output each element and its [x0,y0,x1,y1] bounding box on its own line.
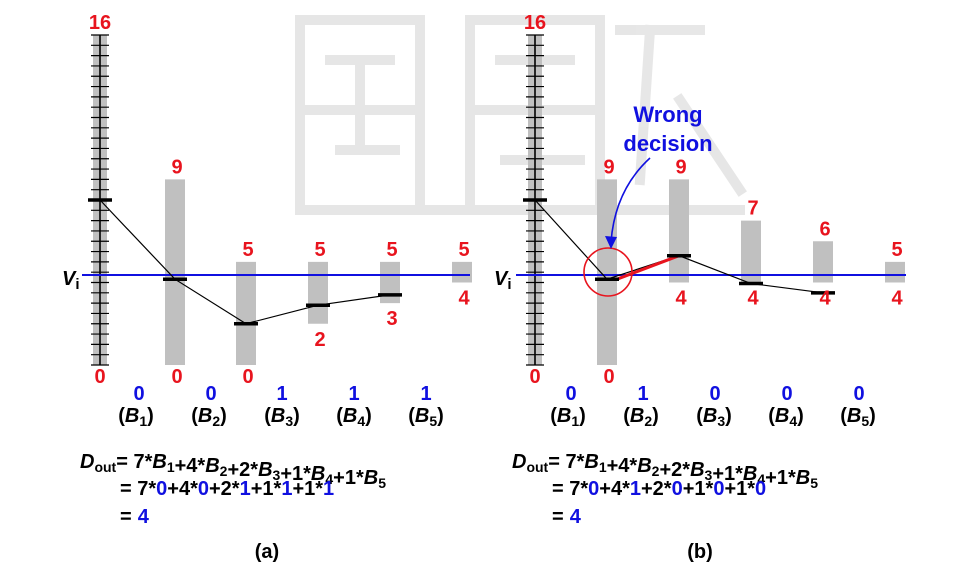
bit-name: (B5) [408,405,444,429]
panel-b-wrong-path-segment [616,254,680,281]
wrong-decision-label-line1: Wrong [633,102,702,127]
range-bar [308,261,328,324]
bit-name: (B1) [118,405,154,429]
range-top-label: 9 [603,156,614,178]
panel-b-value-labels: 16 0 9 0 9 4 7 4 6 4 5 4 [524,12,904,388]
reference-bottom-label: 0 [529,366,540,388]
bit-value: 1 [348,383,359,405]
panel-b-bit-names: (B1) (B2) (B3) (B4) (B5) [550,405,876,429]
panel-a-formula: Dout= 7*B1+4*B2+2*B3+1*B4+1*B5 [80,451,386,491]
panel-b-bit-values: 0 1 0 0 0 [565,383,864,405]
panel-b-vi-label: Vi [494,268,512,293]
panel-a-decision-levels [88,198,402,326]
bit-value: 1 [420,383,431,405]
range-top-label: 9 [171,156,182,178]
range-bottom-label: 4 [675,288,687,310]
panel-a-value-labels: 16 0 9 0 5 0 5 2 5 3 5 4 [89,12,471,388]
reference-bottom-label: 0 [94,366,105,388]
panel-a-bit-names: (B1) (B2) (B3) (B4) (B5) [118,405,444,429]
range-bar [380,261,400,304]
range-top-label: 5 [891,239,902,261]
bit-name: (B3) [264,405,300,429]
range-bar [885,261,905,283]
bit-value: 0 [133,383,144,405]
panel-a-substitution: = 7*0+4*0+2*1+1*1+1*1 [120,478,334,500]
panel-a-bars [165,179,472,365]
range-bottom-label: 0 [242,366,253,388]
range-bottom-label: 2 [314,329,325,351]
range-top-label: 5 [242,239,253,261]
bit-name: (B2) [191,405,227,429]
bit-value: 1 [276,383,287,405]
bit-value: 0 [853,383,864,405]
reference-top-label: 16 [89,12,111,34]
range-bar [813,241,833,283]
reference-top-label: 16 [524,12,546,34]
range-bar [741,220,761,283]
range-bar [236,261,256,365]
range-top-label: 6 [819,218,830,240]
bit-value: 1 [637,383,648,405]
panel-b-substitution: = 7*0+4*1+2*0+1*0+1*0 [552,478,766,500]
wrong-decision-arrow [610,157,651,243]
panel-a-bit-values: 0 0 1 1 1 [133,383,431,405]
wrong-decision-arrow-head [605,236,617,249]
panel-a-vi-label: Vi [62,268,80,293]
bit-value: 0 [781,383,792,405]
bit-name: (B4) [336,405,372,429]
bit-name: (B1) [550,405,586,429]
panel-a-caption: (a) [255,541,279,563]
panel-b-formula: Dout= 7*B1+4*B2+2*B3+1*B4+1*B5 [512,451,818,491]
range-bottom-label: 4 [891,288,903,310]
range-top-label: 5 [458,239,469,261]
range-bar [165,179,185,365]
bit-name: (B3) [696,405,732,429]
range-top-label: 5 [314,239,325,261]
bit-name: (B5) [840,405,876,429]
panel-b-decision-levels [523,198,835,295]
bit-value: 0 [565,383,576,405]
bit-name: (B2) [623,405,659,429]
range-bottom-label: 0 [171,366,182,388]
watermark-seal [295,15,747,215]
range-bottom-label: 4 [819,288,831,310]
panel-b: 16 0 9 0 9 4 7 4 6 4 5 4 Vi Wrong decision 0 1 0 0 0 (B… [494,12,906,563]
range-top-label: 5 [386,239,397,261]
range-top-label: 7 [747,198,758,220]
panel-b-caption: (b) [687,541,713,563]
panel-a-result: = 4 [120,506,150,528]
bit-name: (B4) [768,405,804,429]
range-bottom-label: 0 [603,366,614,388]
wrong-decision-label-line2: decision [623,131,712,156]
range-bar [597,179,617,365]
range-bottom-label: 3 [386,308,397,330]
range-bottom-label: 4 [747,288,759,310]
panel-b-wrong-decision-circle [583,247,633,297]
bit-value: 0 [709,383,720,405]
panel-b-result: = 4 [552,506,582,528]
range-top-label: 9 [675,156,686,178]
range-bar [452,261,472,283]
bit-value: 0 [205,383,216,405]
range-bottom-label: 4 [458,288,470,310]
range-bar [669,179,689,283]
